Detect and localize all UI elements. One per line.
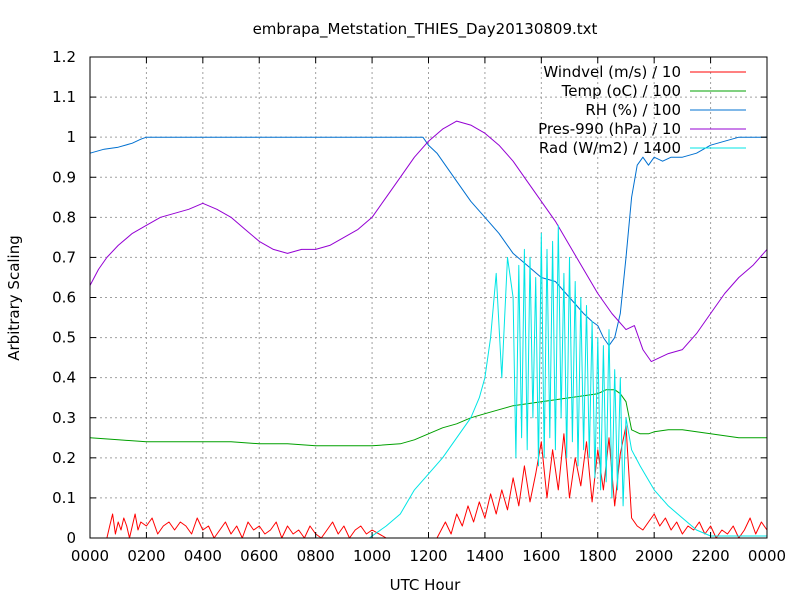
x-tick-label: 1600 [522, 547, 560, 565]
y-tick-label: 0.5 [52, 329, 76, 347]
series-line-4 [90, 224, 767, 539]
x-tick-label: 0600 [240, 547, 278, 565]
y-tick-label: 0.9 [52, 168, 76, 186]
x-tick-label: 1200 [409, 547, 447, 565]
axis-ticks [89, 56, 768, 539]
x-tick-label: 0000 [71, 547, 109, 565]
x-axis-label: UTC Hour [390, 576, 461, 594]
y-tick-label: 0.2 [52, 449, 76, 467]
x-tick-label: 1400 [466, 547, 504, 565]
y-tick-label: 1 [66, 128, 76, 146]
legend-label: Rad (W/m2) / 1400 [539, 139, 681, 157]
y-tick-label: 0.7 [52, 248, 76, 266]
x-tick-label: 0200 [127, 547, 165, 565]
series-line-2 [89, 136, 767, 347]
legend-label: Windvel (m/s) / 10 [543, 63, 681, 81]
y-tick-label: 0.4 [52, 369, 76, 387]
legend-label: Temp (oC) / 100 [561, 82, 681, 100]
y-tick-label: 0.1 [52, 489, 76, 507]
x-tick-labels: 0000 0200 0400 0600 0800 1000 1200 1400 1600 1800… [71, 547, 786, 565]
y-tick-labels: 0 0.1 0.2 0.3 0.4 0.5 0.6 0.7 0.8 0.9 1 1.1 1.2 [52, 48, 76, 547]
y-tick-label: 0.3 [52, 409, 76, 427]
legend-label: RH (%) / 100 [585, 101, 681, 119]
legend-label: Pres-990 (hPa) / 10 [538, 120, 681, 138]
series-line-1 [89, 389, 767, 447]
y-tick-label: 1.1 [52, 88, 76, 106]
chart-title: embrapa_Metstation_THIES_Day20130809.txt [253, 20, 598, 39]
y-tick-label: 1.2 [52, 48, 76, 66]
x-tick-label: 0800 [297, 547, 335, 565]
x-tick-label: 0400 [184, 547, 222, 565]
y-tick-label: 0 [66, 529, 76, 547]
x-tick-label: 0000 [748, 547, 786, 565]
y-tick-label: 0.6 [52, 289, 76, 307]
series-group [89, 120, 768, 539]
x-tick-label: 2000 [635, 547, 673, 565]
series-line-3 [89, 120, 768, 363]
x-tick-label: 2200 [691, 547, 729, 565]
y-axis-label: Arbitrary Scaling [5, 235, 23, 361]
y-tick-label: 0.8 [52, 208, 76, 226]
x-tick-label: 1800 [579, 547, 617, 565]
x-tick-label: 1000 [353, 547, 391, 565]
